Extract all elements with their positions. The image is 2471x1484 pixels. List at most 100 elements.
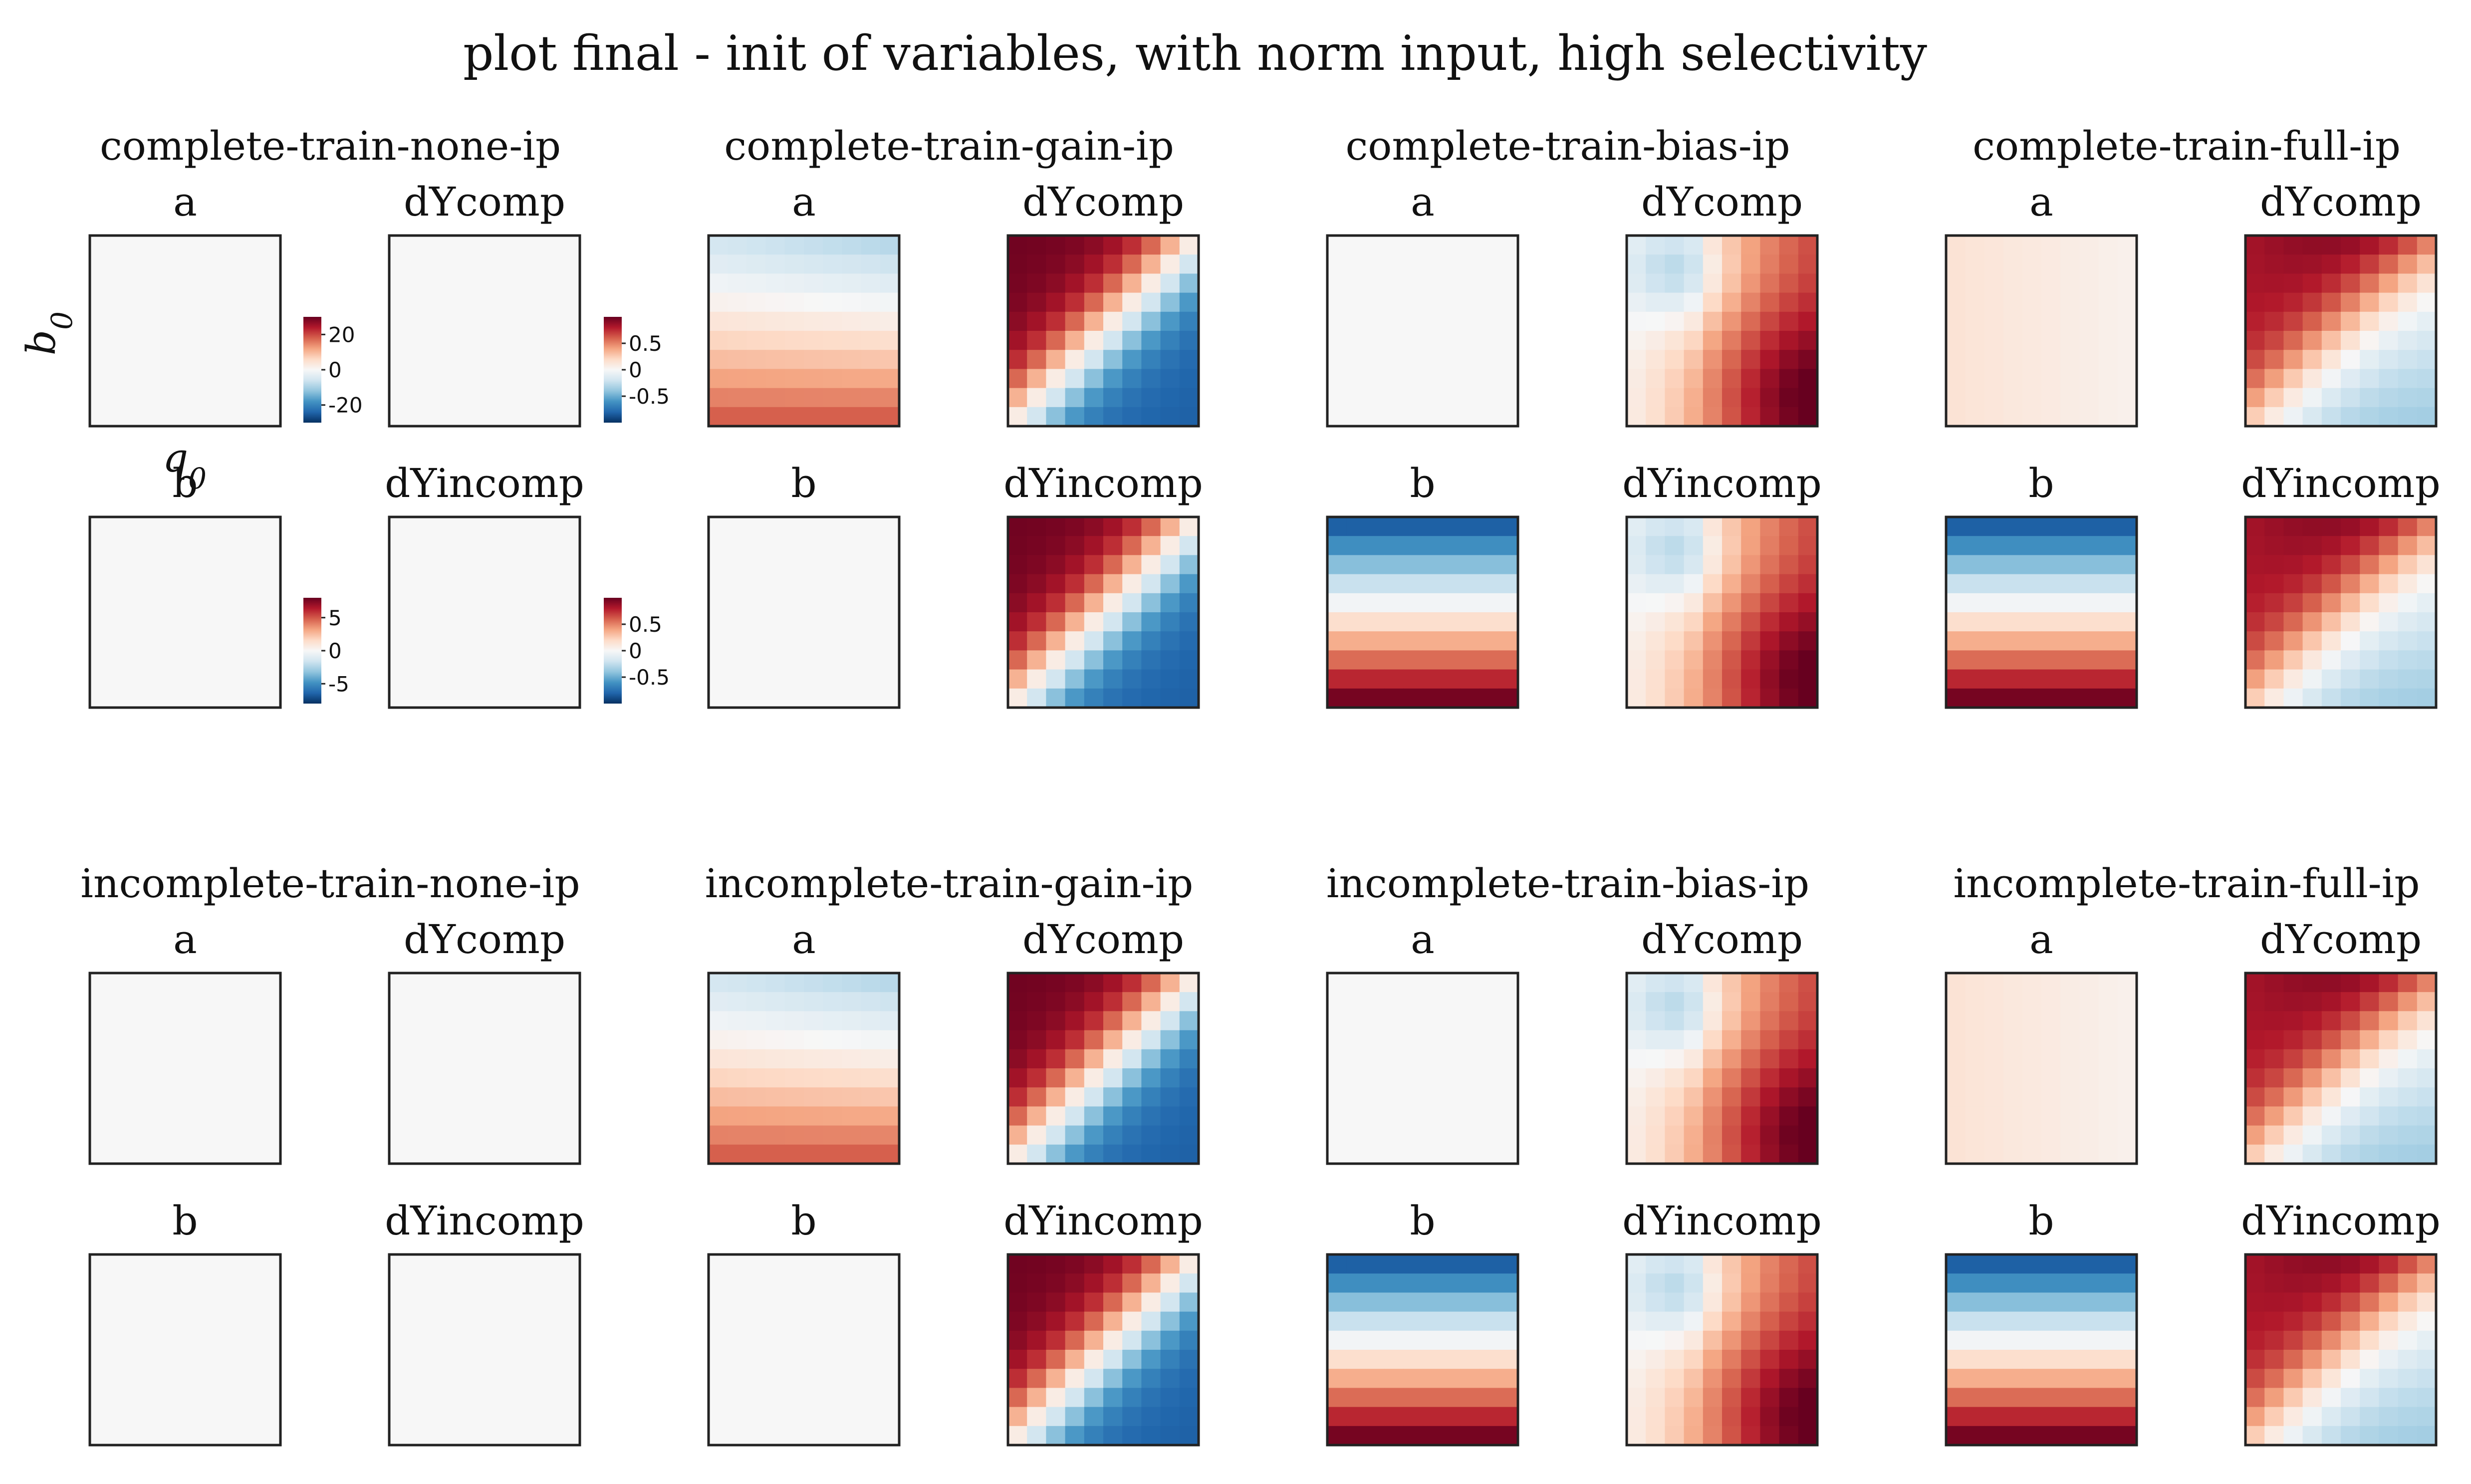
heatmap-frame — [1945, 234, 2138, 428]
heatmap-cell — [1461, 688, 1481, 708]
heatmap-cell — [2417, 688, 2437, 708]
heatmap-cell — [1442, 273, 1461, 293]
heatmap-cell — [1665, 593, 1685, 613]
heatmap-cell — [2060, 631, 2080, 651]
heatmap-cell — [128, 292, 148, 312]
heatmap-cell — [2098, 1254, 2118, 1274]
heatmap-cell — [1084, 536, 1104, 555]
heatmap-cell — [147, 973, 167, 992]
heatmap-cell — [2360, 973, 2379, 992]
heatmap-cell — [485, 1125, 504, 1145]
heatmap-cell — [1423, 273, 1442, 293]
heatmap-cell — [128, 1311, 148, 1331]
heatmap-cell — [2321, 1087, 2341, 1107]
heatmap-frame — [388, 234, 581, 428]
heatmap-cell — [1498, 1030, 1518, 1050]
heatmap-cell — [1442, 1011, 1461, 1031]
heatmap-cell — [166, 688, 186, 708]
heatmap-cell — [1627, 1426, 1646, 1446]
heatmap-cell — [1779, 1144, 1799, 1164]
heatmap-cell — [1327, 973, 1347, 992]
heatmap-cell — [1965, 1426, 1984, 1446]
heatmap-cell — [1965, 631, 1984, 651]
heatmap-cell — [2379, 574, 2399, 594]
heatmap-cell — [1946, 1049, 1966, 1069]
heatmap-cell — [842, 292, 862, 312]
heatmap-cell — [1084, 1350, 1104, 1369]
heatmap-cell — [1327, 1369, 1347, 1388]
heatmap-cell — [147, 517, 167, 536]
heatmap-cell — [446, 973, 466, 992]
heatmap-cell — [1008, 517, 1027, 536]
heatmap-cell — [109, 407, 128, 427]
heatmap-cell — [1684, 1330, 1704, 1350]
heatmap-cell — [2060, 292, 2080, 312]
heatmap-cell — [541, 1330, 561, 1350]
heatmap-cell — [485, 1330, 504, 1350]
heatmap-frame — [1326, 234, 1519, 428]
heatmap-cell — [2379, 536, 2399, 555]
heatmap-cell — [880, 1388, 900, 1408]
heatmap-cell — [485, 1388, 504, 1408]
heatmap-cell — [1008, 1273, 1027, 1293]
heatmap-cell — [242, 669, 262, 689]
heatmap-cell — [446, 350, 466, 369]
heatmap-cell — [2341, 1030, 2360, 1050]
heatmap-cell — [880, 612, 900, 632]
heatmap-cell — [1141, 517, 1161, 536]
heatmap-cell — [1760, 1407, 1780, 1427]
heatmap-cell — [2302, 1292, 2322, 1312]
heatmap-cell — [446, 1087, 466, 1107]
heatmap-cell — [2245, 273, 2265, 293]
colorbar: 50-5 — [303, 598, 349, 704]
heatmap-cell — [1965, 973, 1984, 992]
heatmap-cell — [1946, 1125, 1966, 1145]
heatmap-cell — [427, 1068, 447, 1088]
heatmap-cell — [2041, 973, 2061, 992]
heatmap-cell — [2060, 273, 2080, 293]
heatmap-cell — [408, 388, 428, 408]
heatmap-cell — [823, 1144, 842, 1164]
heatmap-cell — [242, 236, 262, 255]
heatmap-cell — [166, 311, 186, 331]
heatmap-cell — [541, 1311, 561, 1331]
heatmap-cell — [147, 1350, 167, 1369]
heatmap-cell — [2117, 1426, 2137, 1446]
heatmap-cell — [166, 236, 186, 255]
heatmap-cell — [728, 973, 747, 992]
heatmap-cell — [541, 1369, 561, 1388]
heatmap-cell — [2264, 1087, 2284, 1107]
heatmap-cell — [128, 555, 148, 575]
heatmap-cell — [1442, 254, 1461, 274]
heatmap-cell — [1346, 292, 1366, 312]
heatmap-cell — [485, 350, 504, 369]
heatmap-cell — [1327, 1292, 1347, 1312]
heatmap-cell — [1046, 292, 1066, 312]
heatmap-cell — [166, 1426, 186, 1446]
heatmap-cell — [1103, 650, 1123, 670]
heatmap-cell — [1984, 992, 2004, 1011]
heatmap-cell — [147, 1407, 167, 1427]
heatmap-cell — [1984, 1311, 2004, 1331]
heatmap-cell — [1965, 369, 1984, 389]
heatmap-cell — [2060, 973, 2080, 992]
heatmap-cell — [109, 1068, 128, 1088]
heatmap-cell — [1665, 388, 1685, 408]
heatmap-cell — [1498, 1068, 1518, 1088]
heatmap-cell — [2245, 555, 2265, 575]
heatmap-cell — [1722, 1273, 1741, 1293]
heatmap-cell — [90, 1068, 109, 1088]
heatmap-cell — [2060, 669, 2080, 689]
heatmap-cell — [446, 1254, 466, 1274]
heatmap-cell — [746, 388, 766, 408]
heatmap-cell — [1346, 1273, 1366, 1293]
heatmap-cell — [2341, 973, 2360, 992]
heatmap-cell — [242, 369, 262, 389]
colorbar-gradient — [303, 317, 321, 423]
heatmap-cell — [2398, 1030, 2418, 1050]
heatmap-cell — [823, 992, 842, 1011]
heatmap-cell — [1179, 574, 1199, 594]
heatmap-cell — [503, 1068, 523, 1088]
heatmap-cell — [128, 1330, 148, 1350]
heatmap-cell — [2245, 292, 2265, 312]
